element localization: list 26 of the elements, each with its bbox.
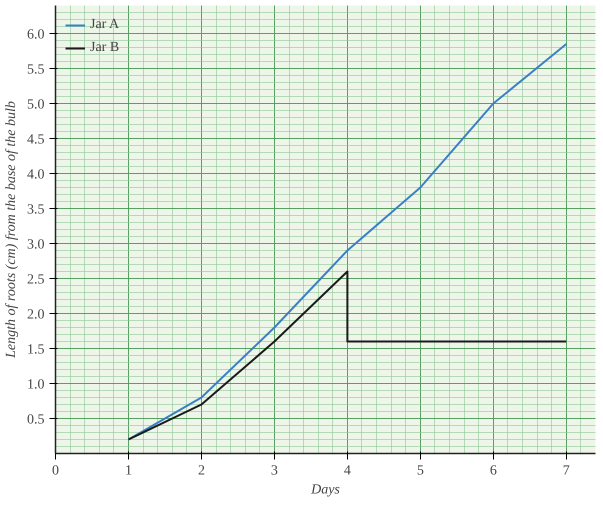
y-axis-title: Length of roots (cm) from the base of the bulb — [4, 101, 19, 359]
line-series — [127, 43, 568, 440]
legend-label: Jar A — [90, 17, 120, 33]
y-tick-label: 5.5 — [27, 62, 44, 78]
x-tick-label: 4 — [344, 464, 351, 478]
x-tick-label: 2 — [198, 464, 205, 478]
legend-label: Jar B — [90, 40, 120, 56]
x-tick-label: 0 — [52, 464, 59, 478]
y-tick-label: 3.0 — [27, 238, 44, 252]
x-tick-label: 6 — [490, 464, 497, 478]
y-tick-label: 6.0 — [27, 28, 44, 42]
x-tick-label: 1 — [124, 464, 132, 478]
x-axis-title: Days — [310, 482, 340, 498]
y-tick-label: 1.5 — [27, 342, 44, 358]
line-series — [127, 270, 568, 440]
y-tick-label: 4.5 — [27, 132, 44, 148]
y-tick-label: 1.0 — [27, 378, 44, 392]
y-tick-label: 4.0 — [27, 168, 44, 182]
y-tick-label: 3.5 — [27, 202, 44, 218]
y-tick-label: 5.0 — [27, 98, 44, 112]
y-tick-label: 2.5 — [27, 272, 44, 288]
x-tick-label: 7 — [562, 464, 570, 478]
y-tick-label: 2.0 — [27, 308, 44, 322]
x-tick-label: 3 — [270, 464, 278, 478]
y-tick-label: 0.5 — [27, 412, 44, 428]
x-tick-label: 5 — [416, 464, 424, 478]
